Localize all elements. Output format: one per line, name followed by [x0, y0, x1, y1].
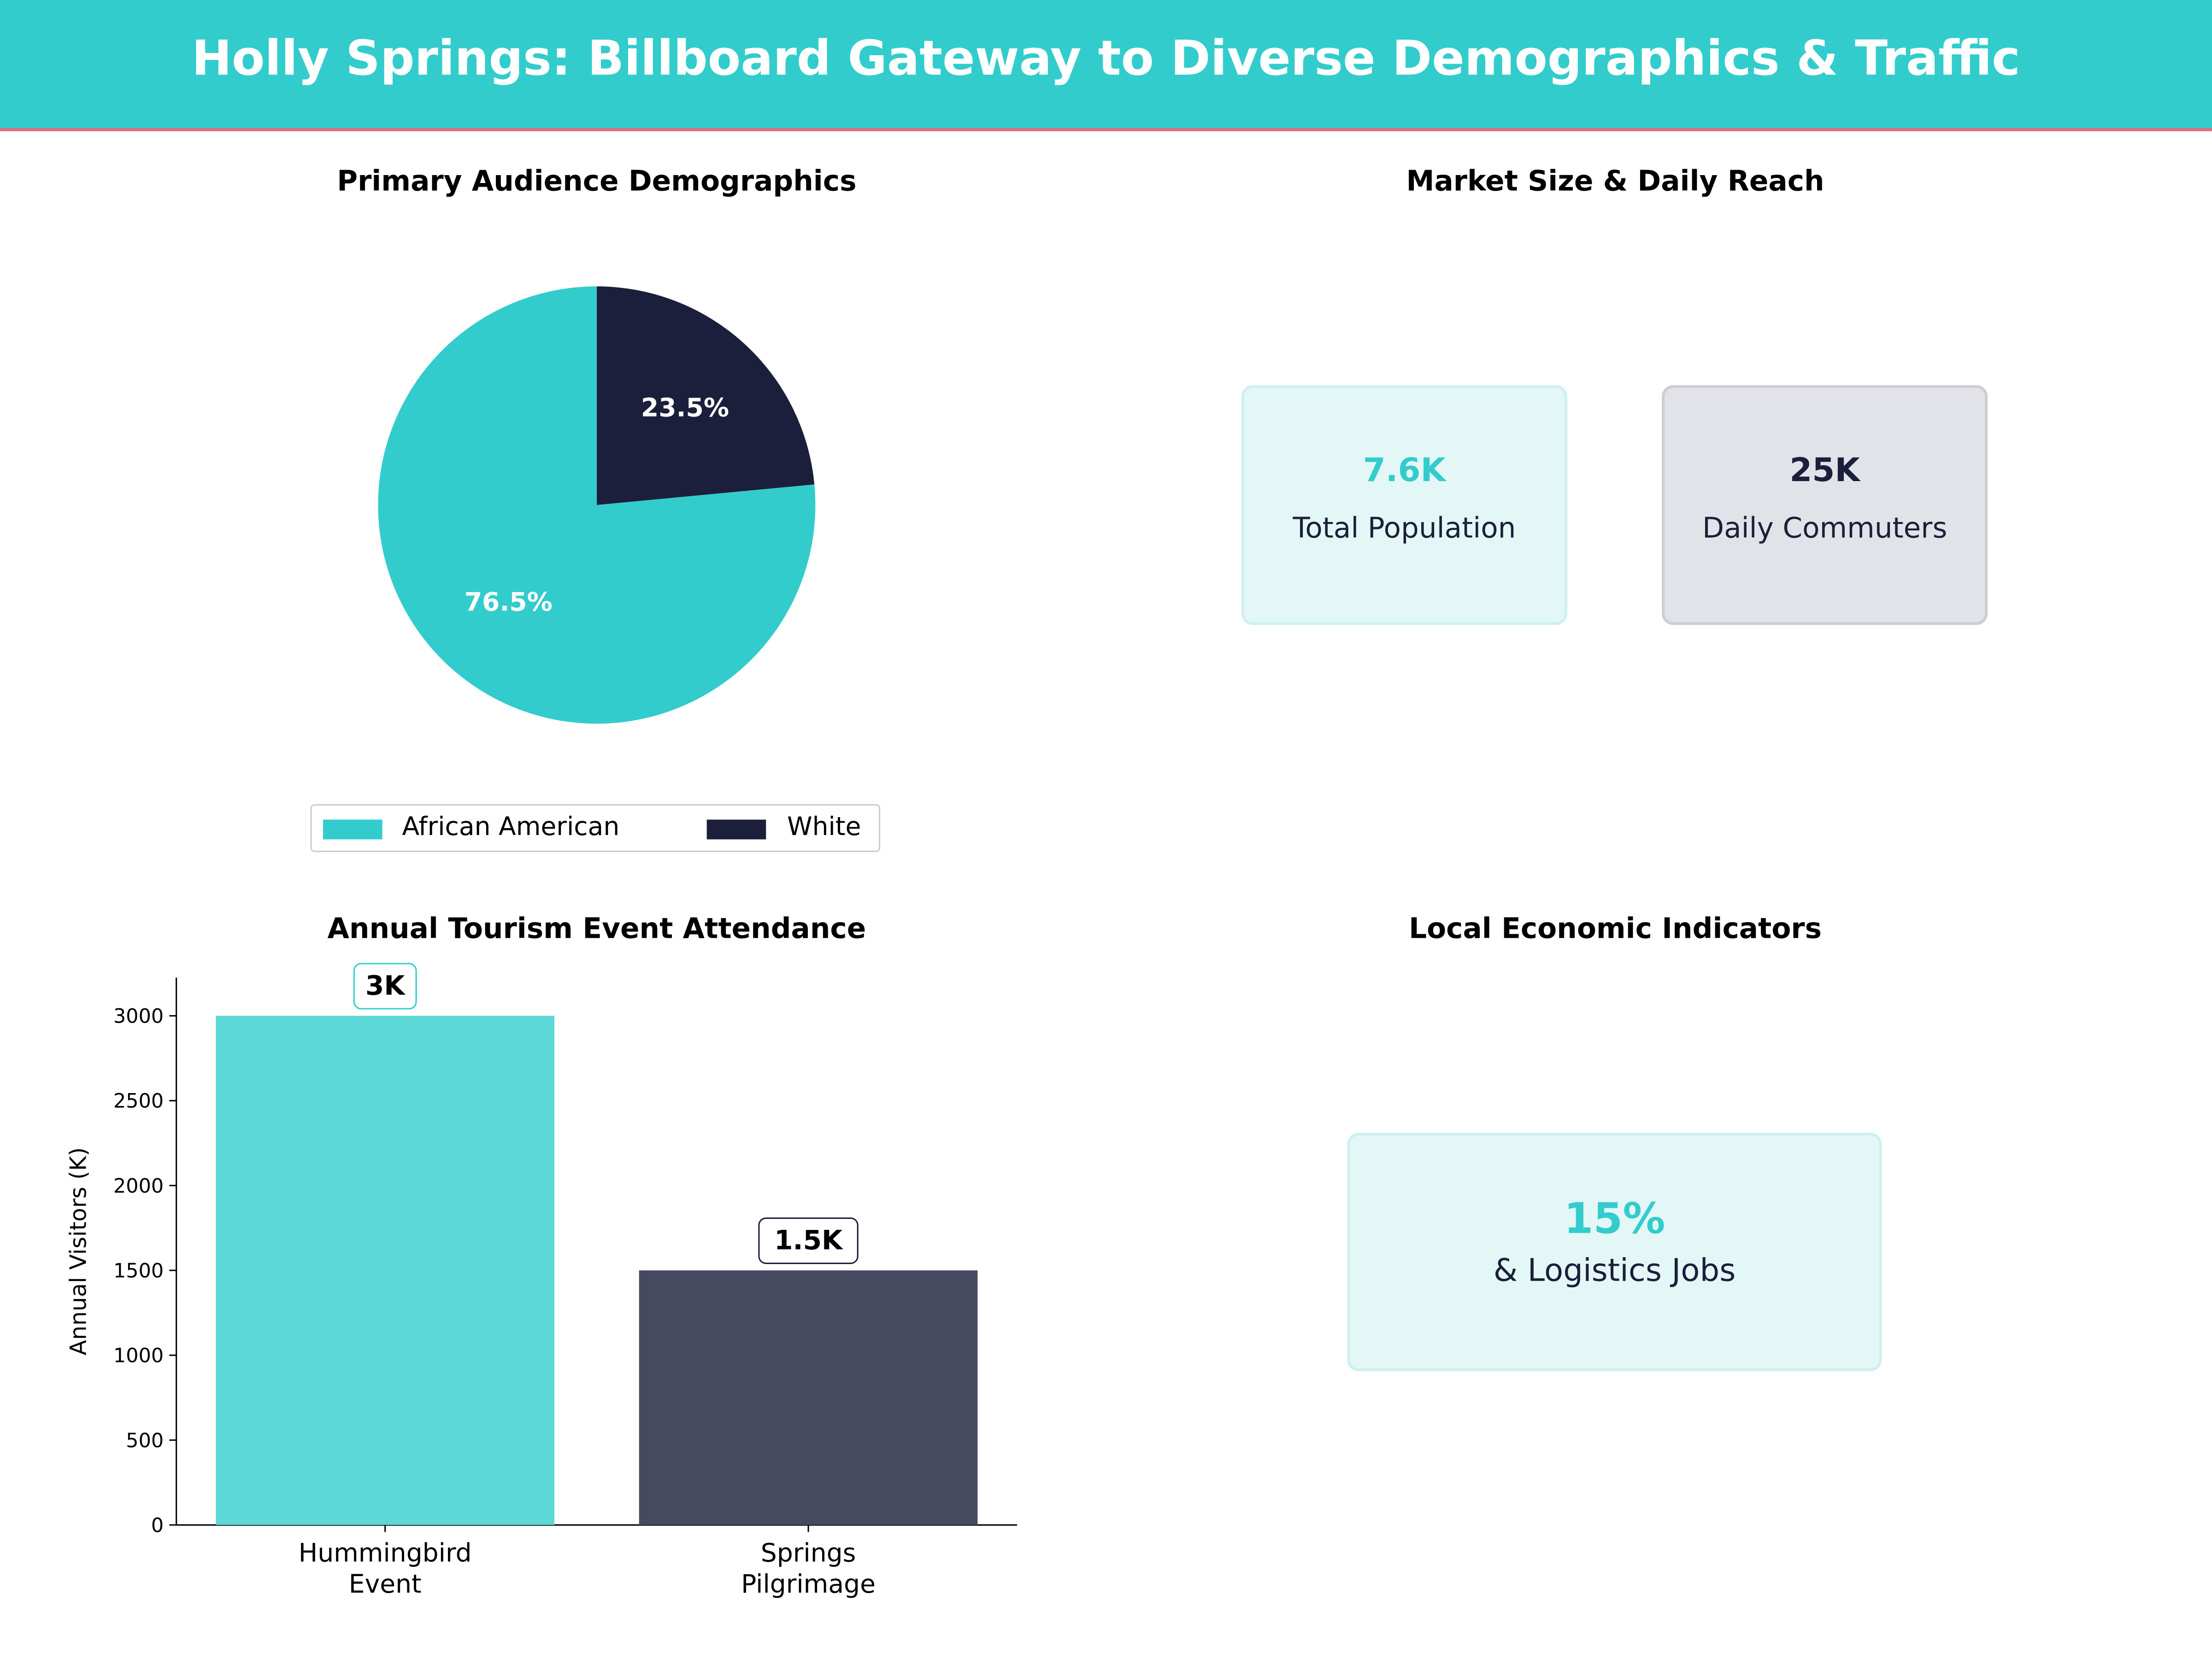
- data-label-box: [353, 963, 417, 1010]
- pie-label: 76.5%: [465, 587, 553, 617]
- legend-swatch-white: [706, 819, 766, 840]
- pie-title: Primary Audience Demographics: [337, 164, 857, 198]
- logistics-card: 15% & Logistics Jobs: [1347, 1133, 1882, 1371]
- y-tick-label: 0: [151, 1514, 164, 1537]
- population-label: Total Population: [1293, 511, 1516, 545]
- data-label-box: [758, 1217, 859, 1264]
- logistics-label: & Logistics Jobs: [1493, 1254, 1736, 1289]
- bar-0: [216, 1016, 555, 1525]
- commuters-label: Daily Commuters: [1702, 511, 1947, 545]
- logistics-value: 15%: [1564, 1194, 1665, 1244]
- bar-title: Annual Tourism Event Attendance: [327, 911, 866, 946]
- data-label: 1.5K: [774, 1224, 843, 1256]
- pie-slice-white: [596, 286, 815, 505]
- y-tick-label: 3000: [113, 1005, 164, 1028]
- data-label: 3K: [365, 970, 406, 1001]
- y-tick-label: 2000: [113, 1175, 164, 1198]
- y-axis-label: Annual Visitors (K): [65, 1147, 92, 1355]
- y-tick-label: 1500: [113, 1259, 164, 1282]
- pie-slice-african-american: [378, 286, 816, 724]
- pie-label: 23.5%: [641, 393, 729, 423]
- population-value: 7.6K: [1363, 453, 1446, 490]
- bar-1: [639, 1270, 978, 1525]
- commuters-value: 25K: [1789, 453, 1860, 490]
- economic-title: Local Economic Indicators: [1409, 911, 1822, 946]
- x-tick-label: Event: [349, 1569, 422, 1599]
- legend-swatch-african-american: [323, 819, 382, 840]
- x-tick-label: Hummingbird: [299, 1538, 472, 1568]
- x-tick-label: Springs: [761, 1538, 856, 1568]
- page-title: Holly Springs: Billboard Gateway to Dive…: [191, 31, 2020, 88]
- y-tick-label: 1000: [113, 1344, 164, 1367]
- legend-label-african-american: African American: [402, 812, 620, 842]
- y-tick-label: 500: [126, 1429, 164, 1452]
- y-tick-label: 2500: [113, 1090, 164, 1113]
- legend-label-white: White: [787, 812, 861, 842]
- market-title: Market Size & Daily Reach: [1406, 164, 1824, 198]
- header-banner: [0, 0, 2212, 131]
- pie-legend: African American White: [310, 804, 881, 852]
- commuters-card: 25K Daily Commuters: [1662, 385, 1988, 625]
- x-tick-label: Pilgrimage: [741, 1569, 876, 1599]
- population-card: 7.6K Total Population: [1241, 385, 1567, 625]
